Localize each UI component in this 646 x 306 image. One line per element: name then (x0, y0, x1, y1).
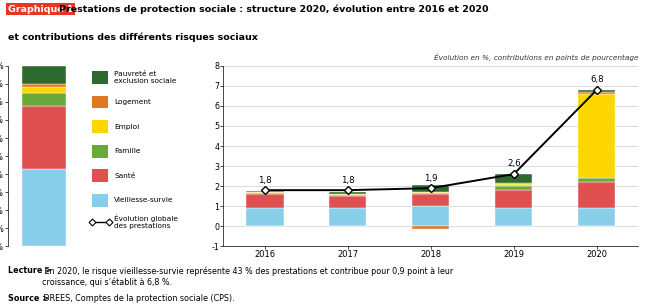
Bar (495, 184, 532, 186)
Bar (329, 195, 366, 196)
Text: Lecture >: Lecture > (8, 266, 52, 275)
Bar (412, 192, 450, 193)
Text: Source >: Source > (8, 294, 48, 303)
Bar (92, 120, 109, 133)
Bar (23, 106, 67, 169)
Bar (23, 93, 67, 106)
Bar (23, 84, 67, 88)
Text: Évolution en %, contributions en points de pourcentage: Évolution en %, contributions en points … (433, 54, 638, 61)
Bar (578, 178, 616, 182)
Bar (329, 196, 366, 208)
Text: 6,8: 6,8 (590, 75, 603, 84)
Bar (578, 92, 616, 94)
Text: En 2020, le risque vieillesse-survie représente 43 % des prestations et contribu: En 2020, le risque vieillesse-survie rep… (42, 266, 453, 287)
Bar (495, 183, 532, 184)
Bar (246, 208, 284, 226)
Bar (246, 191, 284, 192)
Bar (23, 169, 67, 246)
Text: Famille: Famille (114, 148, 141, 154)
Bar (495, 186, 532, 190)
Text: Prestations de protection sociale : structure 2020, évolution entre 2016 et 2020: Prestations de protection sociale : stru… (59, 5, 489, 14)
Text: 1,8: 1,8 (341, 176, 355, 185)
Bar (578, 208, 616, 226)
Bar (412, 185, 450, 192)
Text: 1,9: 1,9 (424, 174, 437, 183)
Bar (329, 208, 366, 226)
Text: DREES, Comptes de la protection sociale (CPS).: DREES, Comptes de la protection sociale … (41, 294, 234, 303)
Bar (92, 71, 109, 84)
Text: Vieillesse-survie: Vieillesse-survie (114, 197, 174, 203)
Bar (246, 192, 284, 193)
Text: Emploi: Emploi (114, 124, 140, 130)
Bar (92, 96, 109, 108)
Bar (329, 194, 366, 195)
Bar (92, 194, 109, 207)
Bar (412, 193, 450, 194)
Bar (412, 226, 450, 229)
Text: Pauvreté et
exclusion sociale: Pauvreté et exclusion sociale (114, 71, 177, 84)
Bar (246, 194, 284, 208)
Bar (495, 174, 532, 183)
Text: Santé: Santé (114, 173, 136, 179)
Bar (412, 206, 450, 226)
Bar (246, 193, 284, 194)
Text: Logement: Logement (114, 99, 151, 105)
Bar (92, 170, 109, 182)
Text: Évolution globale
des prestations: Évolution globale des prestations (114, 215, 178, 230)
Bar (578, 182, 616, 208)
Text: 1,8: 1,8 (258, 176, 272, 185)
Bar (23, 88, 67, 93)
Bar (412, 194, 450, 206)
Bar (92, 145, 109, 158)
Bar (495, 208, 532, 226)
Bar (495, 190, 532, 208)
Bar (578, 90, 616, 92)
Text: et contributions des différents risques sociaux: et contributions des différents risques … (8, 32, 258, 42)
Text: Graphique 1: Graphique 1 (8, 5, 73, 13)
Bar (329, 192, 366, 194)
Bar (578, 94, 616, 178)
Bar (23, 66, 67, 84)
Text: 2,6: 2,6 (507, 159, 521, 168)
